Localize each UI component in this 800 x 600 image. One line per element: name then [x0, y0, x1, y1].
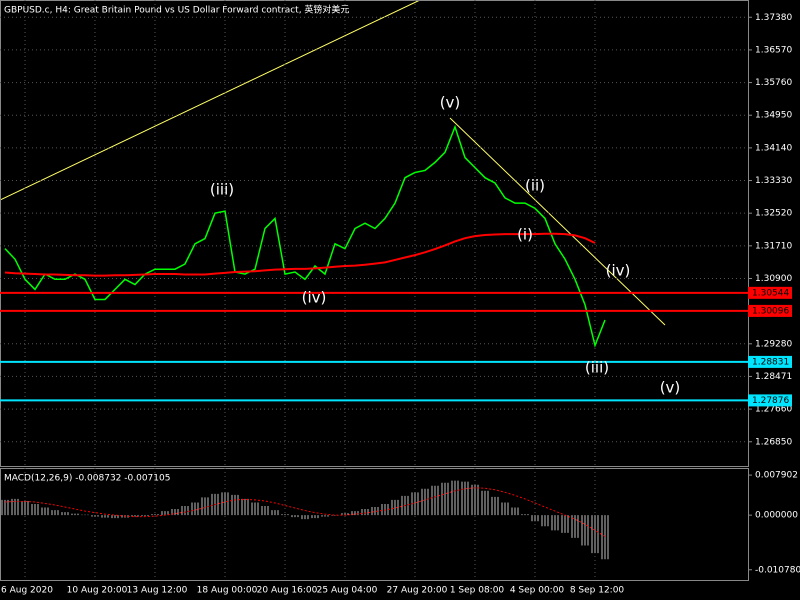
x-tick-label: 25 Aug 04:00 [317, 586, 378, 596]
y-tick-label: 1.28471 [755, 372, 792, 382]
x-tick-label: 18 Aug 00:00 [197, 586, 258, 596]
y-tick-label: 1.34140 [755, 143, 792, 153]
level-label-box [748, 286, 792, 299]
wave-label: (v) [660, 379, 681, 397]
level-label-box [748, 355, 792, 368]
x-tick-label: 13 Aug 12:00 [127, 586, 188, 596]
y-tick-label: 1.34950 [755, 111, 792, 121]
y-tick-label: 1.37380 [755, 13, 792, 23]
wave-label: (ii) [525, 177, 545, 195]
x-tick-label: 20 Aug 16:00 [257, 586, 318, 596]
level-label: 1.27876 [752, 396, 789, 406]
y-tick-label: -0.010780 [755, 565, 800, 575]
x-tick-label: 8 Sep 12:00 [570, 586, 625, 596]
x-tick-label: 1 Sep 08:00 [450, 586, 505, 596]
trend-line [0, 0, 421, 201]
macd-frame [0, 468, 749, 581]
level-label: 1.30544 [752, 288, 789, 298]
x-tick-label: 4 Sep 00:00 [510, 586, 565, 596]
wave-label: (iii) [585, 359, 609, 377]
y-tick-label: 1.27660 [755, 405, 792, 415]
wave-label: (i) [517, 226, 533, 244]
x-tick-label: 6 Aug 2020 [1, 586, 53, 596]
y-tick-label: 0.000000 [755, 511, 798, 521]
y-tick-label: 1.36570 [755, 45, 792, 55]
y-tick-label: 1.35760 [755, 78, 792, 88]
x-tick-label: 27 Aug 20:00 [387, 586, 448, 596]
wave-label: (iv) [302, 289, 327, 307]
wave-label: (iii) [210, 181, 234, 199]
y-tick-label: 1.26850 [755, 437, 792, 447]
price-line [4, 124, 606, 348]
level-label-box [748, 304, 792, 317]
price-frame [0, 0, 749, 467]
level-label: 1.30096 [752, 306, 789, 316]
y-tick-label: 1.32520 [755, 209, 792, 219]
signal-line [4, 487, 606, 537]
y-tick-label: 1.29280 [755, 339, 792, 349]
x-tick-label: 10 Aug 20:00 [67, 586, 128, 596]
y-tick-label: 1.30900 [755, 274, 792, 284]
y-tick-label: 0.007902 [755, 471, 798, 481]
y-tick-label: 1.33330 [755, 176, 792, 186]
level-label: 1.28831 [752, 357, 789, 367]
wave-label: (iv) [606, 262, 631, 280]
price-line [4, 232, 596, 277]
chart-title: GBPUSD.c, H4: Great Britain Pound vs US … [4, 4, 349, 16]
y-tick-label: 1.31710 [755, 241, 792, 251]
trend-line [449, 117, 666, 326]
wave-label: (v) [440, 94, 461, 112]
macd-title: MACD(12,26,9) -0.008732 -0.007105 [4, 474, 170, 484]
level-label-box [748, 394, 792, 407]
